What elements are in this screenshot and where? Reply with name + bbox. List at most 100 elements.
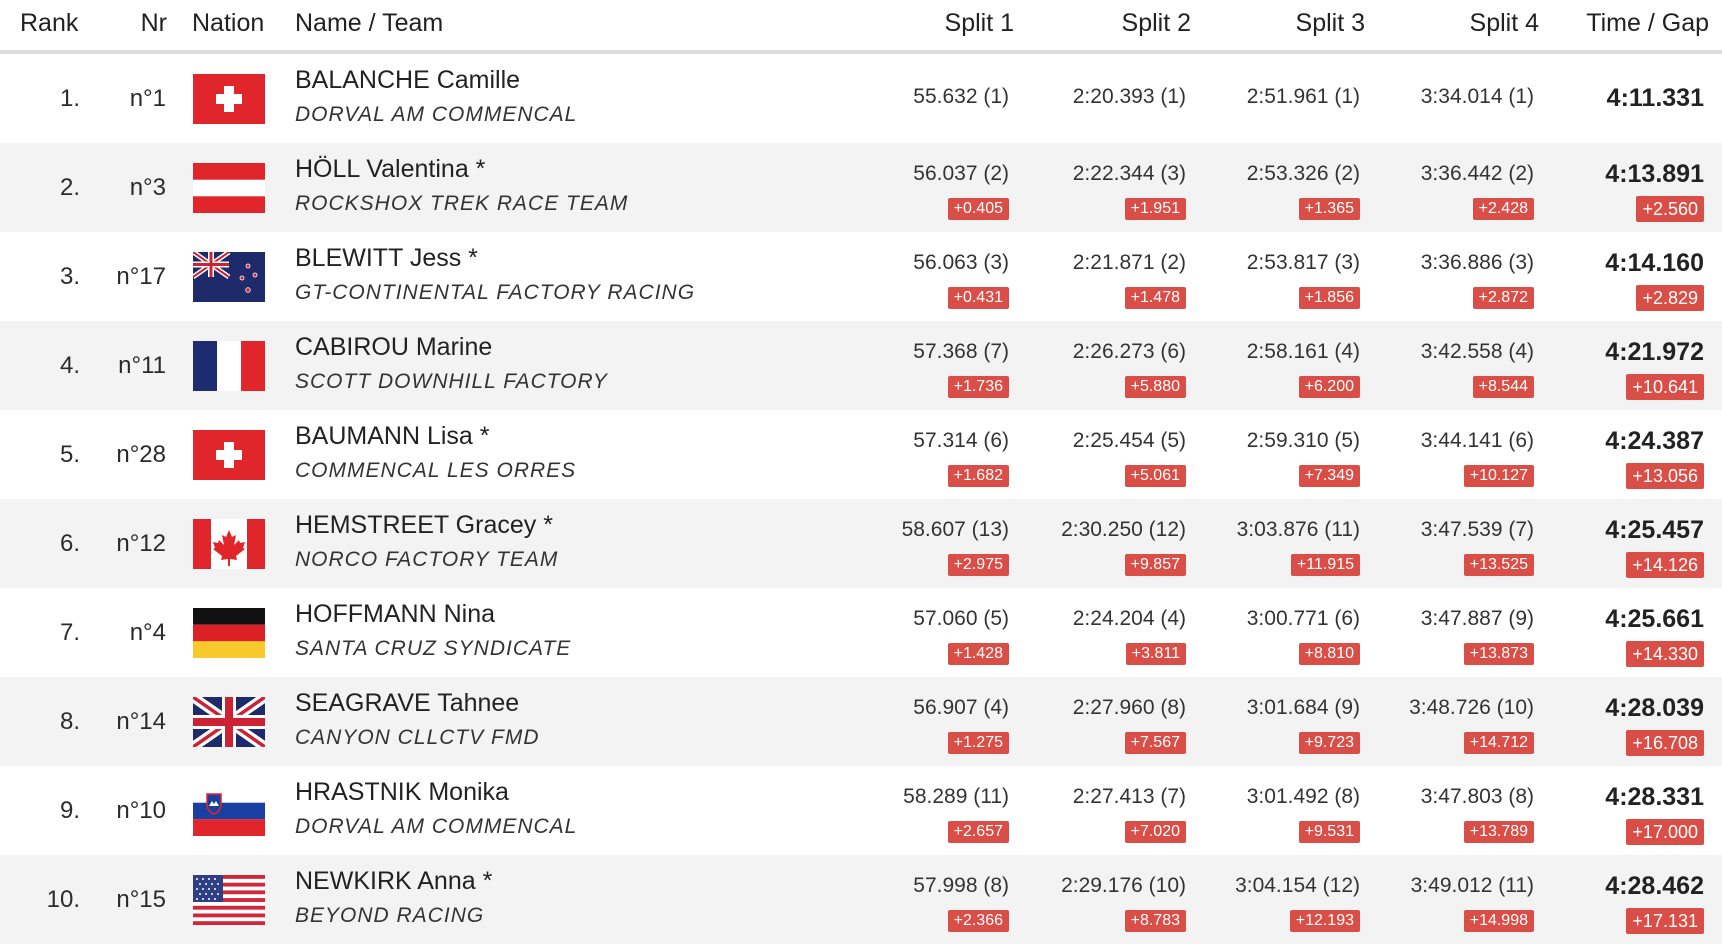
split-1-time: 58.607 (13) [901,518,1009,541]
rider-name[interactable]: NEWKIRK Anna * [295,867,493,895]
split-3-gap-badge: +7.349 [1298,465,1360,487]
rider-name[interactable]: HRASTNIK Monika [295,778,509,806]
header-split-1[interactable]: Split 1 [944,9,1014,37]
rank: 6. [59,530,80,557]
bib-number: n°10 [116,797,166,824]
canadian-flag-icon [193,519,265,569]
final-time: 4:28.462 [1605,872,1704,900]
split-3-time: 3:00.771 (6) [1246,607,1360,630]
split-1-time: 57.998 (8) [913,874,1009,897]
split-4-time: 3:44.141 (6) [1420,429,1534,452]
split-4-gap-badge: +14.998 [1463,910,1534,932]
split-4-time: 3:47.887 (9) [1420,607,1534,630]
split-1-gap-badge: +0.431 [947,287,1009,309]
rank: 5. [59,441,80,468]
bib-number: n°17 [116,263,166,290]
final-gap-badge: +17.000 [1626,819,1704,845]
split-1-time: 56.037 (2) [913,162,1009,185]
split-3-gap-badge: +1.856 [1298,287,1360,309]
split-4-gap-badge: +14.712 [1463,732,1534,754]
split-3-time: 3:01.492 (8) [1246,785,1360,808]
split-4-gap-badge: +2.872 [1472,287,1534,309]
rider-name[interactable]: HEMSTREET Gracey * [295,511,553,539]
table-row[interactable]: 4. n°11 CABIROU Marine SCOTT DOWNHILL FACTO… [0,321,1722,410]
split-1-gap-badge: +1.682 [947,465,1009,487]
team-name: SANTA CRUZ SYNDICATE [295,637,572,660]
team-name: DORVAL AM COMMENCAL [295,103,578,126]
split-2-gap-badge: +7.020 [1124,821,1186,843]
team-name: NORCO FACTORY TEAM [295,548,559,571]
table-row[interactable]: 2. n°3 HÖLL Valentina * ROCKSHOX TREK RACE … [0,143,1722,232]
split-2-time: 2:25.454 (5) [1072,429,1186,452]
split-4-time: 3:36.886 (3) [1420,251,1534,274]
table-row[interactable]: 7. n°4 HOFFMANN Nina SANTA CRUZ SYNDICATE 57… [0,588,1722,677]
split-2-gap-badge: +5.880 [1124,376,1186,398]
split-3-gap-badge: +12.193 [1289,910,1360,932]
table-row[interactable]: 9. n°10 HRASTNIK Monika DORVAL AM COMMENCAL… [0,766,1722,855]
bib-number: n°11 [118,352,166,379]
split-2-gap-badge: +1.951 [1124,198,1186,220]
split-1-time: 57.060 (5) [913,607,1009,630]
split-2-gap-badge: +9.857 [1124,554,1186,576]
rider-name[interactable]: CABIROU Marine [295,333,493,361]
rider-name[interactable]: BLEWITT Jess * [295,244,478,272]
final-time: 4:21.972 [1605,338,1704,366]
rider-name[interactable]: HOFFMANN Nina [295,600,496,628]
team-name: ROCKSHOX TREK RACE TEAM [295,192,629,215]
team-name: GT-CONTINENTAL FACTORY RACING [295,281,696,304]
split-1-time: 55.632 (1) [913,85,1009,108]
split-4-time: 3:42.558 (4) [1420,340,1534,363]
split-1-gap-badge: +1.736 [947,376,1009,398]
austrian-flag-icon [193,163,265,213]
header-split-2[interactable]: Split 2 [1121,9,1191,37]
table-row[interactable]: 6. n°12 HEMSTREET Gracey * NORCO FACTORY TE… [0,499,1722,588]
rider-name[interactable]: BALANCHE Camille [295,66,521,94]
split-2-time: 2:21.871 (2) [1072,251,1186,274]
header-split-3[interactable]: Split 3 [1295,9,1365,37]
header-name-team[interactable]: Name / Team [295,9,444,37]
table-row[interactable]: 3. n°17 BLEWITT Jess * GT-CONTINENTAL FACTO… [0,232,1722,321]
french-flag-icon [193,341,265,391]
bib-number: n°12 [116,530,166,557]
split-3-time: 3:01.684 (9) [1246,696,1360,719]
split-4-time: 3:48.726 (10) [1409,696,1534,719]
split-4-time: 3:47.803 (8) [1420,785,1534,808]
rider-name[interactable]: BAUMANN Lisa * [295,422,490,450]
split-3-gap-badge: +8.810 [1298,643,1360,665]
team-name: BEYOND RACING [295,904,485,927]
split-3-time: 3:04.154 (12) [1235,874,1360,897]
table-row[interactable]: 1. n°1 BALANCHE Camille DORVAL AM COMMENCAL… [0,54,1722,143]
rider-name[interactable]: SEAGRAVE Tahnee [295,689,520,717]
split-1-gap-badge: +1.428 [947,643,1009,665]
split-3-gap-badge: +1.365 [1298,198,1360,220]
table-row[interactable]: 5. n°28 BAUMANN Lisa * COMMENCAL LES ORRES 5… [0,410,1722,499]
rider-name[interactable]: HÖLL Valentina * [295,155,486,183]
final-time: 4:28.039 [1605,694,1704,722]
table-row[interactable]: 10. n°15 NEWKIRK Anna * BEYOND RACING 57.998… [0,855,1722,944]
split-4-time: 3:49.012 (11) [1410,874,1534,897]
header-nr[interactable]: Nr [140,9,167,37]
split-4-time: 3:36.442 (2) [1420,162,1534,185]
header-split-4[interactable]: Split 4 [1469,9,1539,37]
bib-number: n°28 [116,441,166,468]
swiss-flag-icon [193,430,265,480]
header-nation[interactable]: Nation [192,9,265,37]
split-2-time: 2:24.204 (4) [1072,607,1186,630]
rank: 9. [59,797,80,824]
split-1-time: 57.368 (7) [913,340,1009,363]
split-4-gap-badge: +10.127 [1463,465,1534,487]
team-name: SCOTT DOWNHILL FACTORY [295,370,608,393]
final-gap-badge: +16.708 [1626,730,1704,756]
rank: 1. [59,85,80,112]
header-time-gap[interactable]: Time / Gap [1586,9,1709,37]
rank: 10. [46,886,80,913]
split-4-gap-badge: +13.873 [1463,643,1534,665]
header-rank[interactable]: Rank [20,9,79,37]
table-row[interactable]: 8. n°14 SEAGRAVE Tahnee CANYON CLLCTV FMD 56… [0,677,1722,766]
german-flag-icon [193,608,265,658]
final-gap-badge: +10.641 [1626,374,1704,400]
split-4-gap-badge: +13.525 [1463,554,1534,576]
rank: 8. [59,708,80,735]
split-4-gap-badge: +8.544 [1472,376,1534,398]
